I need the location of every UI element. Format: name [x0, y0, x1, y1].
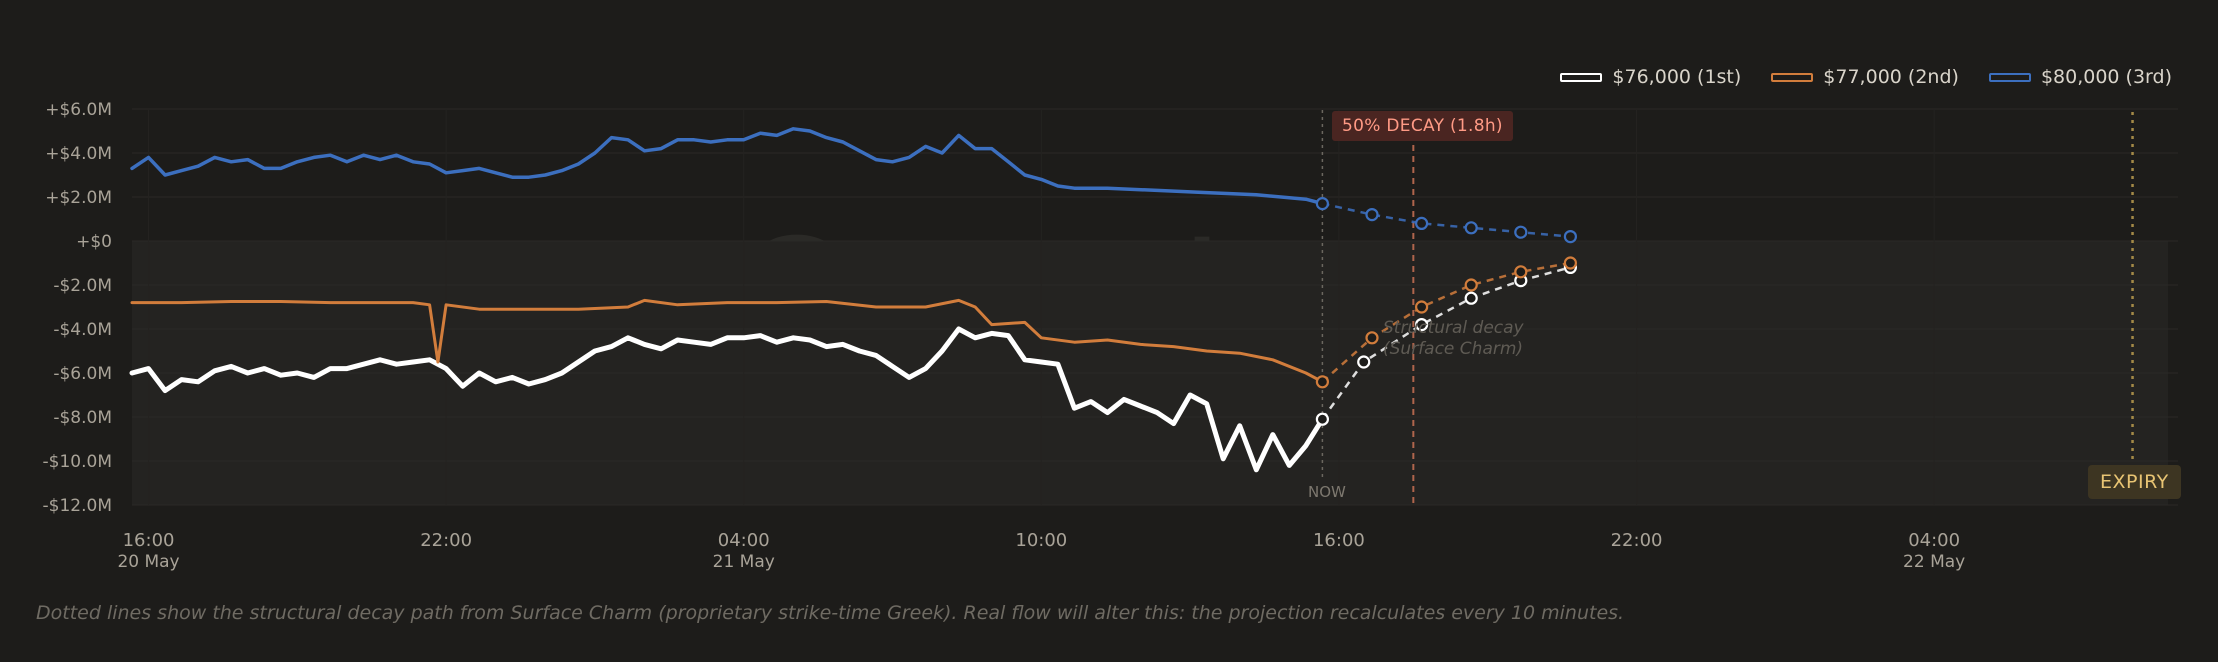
x-tick-label-2: 04:00 — [718, 530, 770, 551]
decay-note-line-2: (Surface Charm) — [1383, 339, 1524, 359]
y-tick-label-4: -$2.0M — [53, 276, 112, 296]
y-tick-label-0: +$6.0M — [45, 100, 112, 120]
projection-point-76000-3 — [1464, 291, 1478, 305]
projection-point-77000-1 — [1365, 331, 1379, 345]
legend-label-76000: $76,000 (1st) — [1612, 66, 1742, 88]
series-line-76000 — [129, 326, 1325, 473]
y-tick-label-5: -$4.0M — [53, 320, 112, 340]
y-tick-label-6: -$6.0M — [53, 364, 112, 384]
x-tick-label-4: 16:00 — [1313, 530, 1365, 551]
y-tick-label-9: -$12.0M — [43, 496, 112, 516]
projection-line-77000 — [1321, 261, 1571, 383]
projection-point-77000-0 — [1315, 375, 1330, 389]
legend-item-77000[interactable]: $77,000 (2nd) — [1771, 66, 1959, 88]
projection-point-80000-5 — [1563, 230, 1578, 244]
projection-point-80000-3 — [1464, 221, 1478, 235]
projection-point-77000-4 — [1514, 265, 1528, 279]
x-tick-label-1: 22:00 — [420, 530, 472, 551]
x-tick-label-0: 16:00 — [123, 530, 175, 551]
y-tick-label-1: +$4.0M — [45, 144, 112, 164]
legend-label-80000: $80,000 (3rd) — [2040, 66, 2172, 88]
legend-swatch-76000 — [1560, 72, 1603, 82]
projection-point-76000-0 — [1315, 412, 1330, 426]
x-tick-label-3: 10:00 — [1015, 530, 1067, 551]
y-tick-label-7: -$8.0M — [53, 408, 112, 428]
projection-point-80000-2 — [1414, 216, 1429, 230]
projection-point-76000-2 — [1414, 318, 1429, 332]
projection-point-80000-1 — [1365, 208, 1379, 222]
expiry-badge: EXPIRY — [2088, 465, 2181, 499]
structural-decay-note: Structural decay (Surface Charm) — [1383, 318, 1524, 360]
x-tick-label-5: 22:00 — [1611, 530, 1663, 551]
projection-line-80000 — [1322, 202, 1571, 238]
footnote: Dotted lines show the structural decay p… — [36, 602, 1625, 624]
decay-note-line-1: Structural decay — [1383, 318, 1524, 338]
y-tick-label-8: -$10.0M — [43, 452, 112, 472]
series-line-80000 — [130, 127, 1325, 206]
y-tick-label-3: +$0 — [76, 232, 112, 252]
y-tick-label-2: +$2.0M — [45, 188, 112, 208]
legend: $76,000 (1st) $77,000 (2nd) $80,000 (3rd… — [1560, 66, 2172, 88]
x-tick-sublabel-2: 21 May — [713, 552, 775, 572]
projection-point-80000-4 — [1514, 225, 1528, 239]
projection-point-80000-0 — [1315, 197, 1330, 211]
projection-line-76000 — [1321, 266, 1571, 420]
now-label: NOW — [1308, 483, 1346, 501]
legend-label-77000: $77,000 (2nd) — [1823, 66, 1959, 88]
legend-item-76000[interactable]: $76,000 (1st) — [1560, 66, 1741, 88]
legend-swatch-80000 — [1988, 72, 2031, 82]
x-tick-label-6: 04:00 — [1908, 530, 1960, 551]
legend-swatch-77000 — [1771, 72, 1814, 82]
series-line-77000 — [130, 298, 1324, 384]
x-tick-sublabel-6: 22 May — [1903, 552, 1965, 572]
projection-point-77000-2 — [1414, 300, 1429, 314]
projection-point-77000-3 — [1464, 278, 1478, 292]
legend-item-80000[interactable]: $80,000 (3rd) — [1988, 66, 2172, 88]
x-tick-sublabel-0: 20 May — [117, 552, 179, 572]
half-decay-badge: 50% DECAY (1.8h) — [1332, 111, 1513, 141]
projection-point-77000-5 — [1563, 256, 1578, 270]
projection-point-76000-1 — [1357, 355, 1371, 369]
